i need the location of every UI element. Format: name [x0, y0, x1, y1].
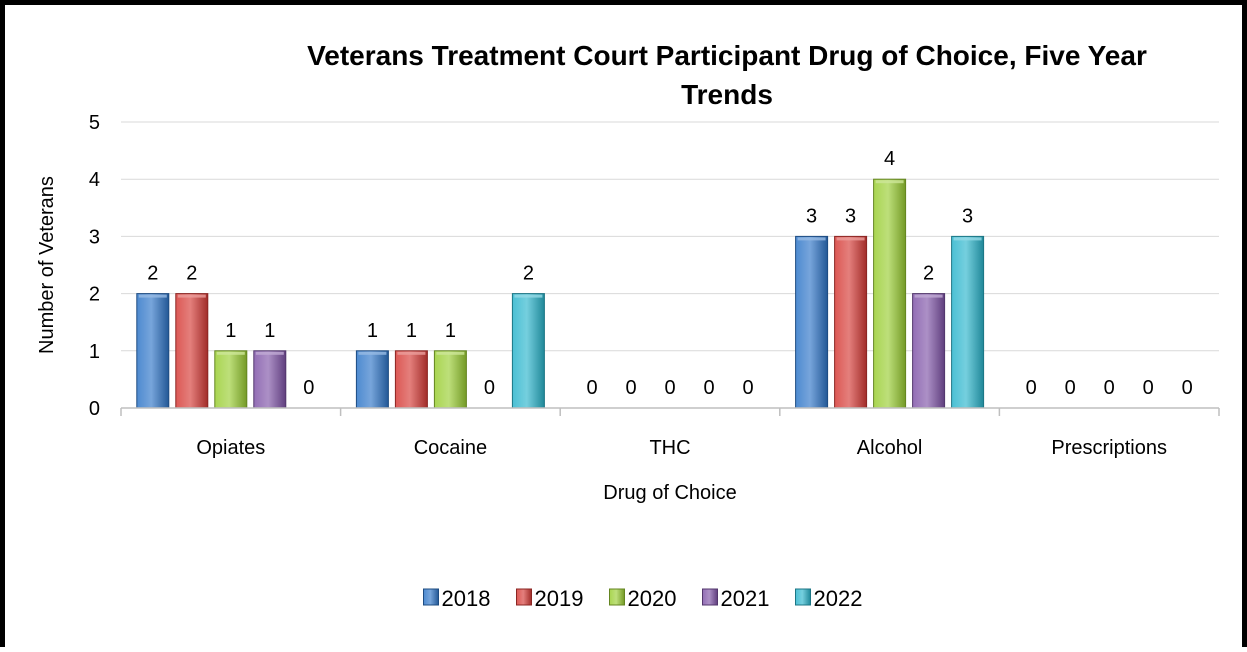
data-label: 1 [264, 320, 275, 342]
data-label: 0 [1143, 377, 1154, 399]
bar-highlight [953, 237, 982, 241]
bar [355, 350, 389, 409]
bars [136, 178, 985, 409]
gridlines [121, 121, 1219, 352]
legend-label: 2022 [814, 586, 863, 611]
data-label: 0 [703, 377, 714, 399]
bar [511, 293, 545, 409]
bar [214, 350, 248, 409]
bar [834, 235, 868, 409]
data-label: 3 [962, 205, 973, 227]
legend: 2018 2019 2020 2021 2022 [423, 586, 863, 611]
legend-label: 2018 [442, 586, 491, 611]
x-tick-label: Alcohol [857, 437, 923, 459]
bar-highlight [255, 351, 284, 355]
data-label: 1 [406, 320, 417, 342]
y-tick-label: 4 [89, 169, 100, 191]
data-label: 0 [1065, 377, 1076, 399]
bar-highlight [138, 294, 167, 298]
bar [951, 235, 985, 409]
legend-swatch [423, 588, 439, 606]
data-label: 1 [225, 320, 236, 342]
y-axis-title: Number of Veterans [36, 176, 58, 354]
x-tick-label: Opiates [196, 437, 265, 459]
data-label: 1 [445, 320, 456, 342]
y-tick-label: 5 [89, 112, 100, 134]
data-label: 1 [367, 320, 378, 342]
legend-swatch [702, 588, 718, 606]
bar [912, 293, 946, 409]
bar [433, 350, 467, 409]
bar-highlight [875, 180, 904, 184]
bar-highlight [216, 351, 245, 355]
data-label: 2 [186, 263, 197, 285]
x-axis: Opiates Cocaine THC Alcohol Prescriptions [120, 407, 1220, 459]
bar-highlight [358, 351, 387, 355]
data-label: 0 [742, 377, 753, 399]
bar [253, 350, 287, 409]
legend-label: 2019 [535, 586, 584, 611]
bar [795, 235, 829, 409]
data-label: 2 [523, 263, 534, 285]
data-label: 0 [625, 377, 636, 399]
data-label: 0 [1182, 377, 1193, 399]
legend-swatch [516, 588, 532, 606]
chart-title-line-2: Trends [681, 79, 773, 110]
legend-label: 2020 [628, 586, 677, 611]
legend-label: 2021 [721, 586, 770, 611]
legend-swatch [609, 588, 625, 606]
bar-highlight [436, 351, 465, 355]
x-tick-label: Prescriptions [1051, 437, 1167, 459]
bar-highlight [914, 294, 943, 298]
data-label: 2 [923, 263, 934, 285]
data-label: 0 [586, 377, 597, 399]
y-tick-label: 0 [89, 398, 100, 420]
data-label: 0 [484, 377, 495, 399]
bar [175, 293, 209, 409]
y-tick-label: 1 [89, 341, 100, 363]
bar [873, 178, 907, 409]
data-label: 2 [147, 263, 158, 285]
bar [136, 293, 170, 409]
data-label: 0 [1026, 377, 1037, 399]
x-tick-label: THC [649, 437, 690, 459]
data-label: 4 [884, 148, 895, 170]
y-tick-label: 3 [89, 226, 100, 248]
y-axis-ticks: 0 1 2 3 4 5 [89, 112, 100, 420]
data-label: 3 [806, 205, 817, 227]
bar-highlight [397, 351, 426, 355]
bar [394, 350, 428, 409]
data-labels: 2 2 1 1 0 1 1 1 0 2 0 0 0 0 0 3 3 4 2 3 0 0 0 0 0 [147, 148, 1193, 399]
data-label: 0 [664, 377, 675, 399]
x-axis-title: Drug of Choice [603, 482, 736, 504]
bar-highlight [514, 294, 543, 298]
data-label: 3 [845, 205, 856, 227]
bar-highlight [177, 294, 206, 298]
bar-highlight [797, 237, 826, 241]
x-tick-label: Cocaine [414, 437, 487, 459]
data-label: 0 [1104, 377, 1115, 399]
y-tick-label: 2 [89, 284, 100, 306]
data-label: 0 [303, 377, 314, 399]
legend-swatch [795, 588, 811, 606]
bar-highlight [836, 237, 865, 241]
chart-title-line-1: Veterans Treatment Court Participant Dru… [307, 40, 1147, 71]
